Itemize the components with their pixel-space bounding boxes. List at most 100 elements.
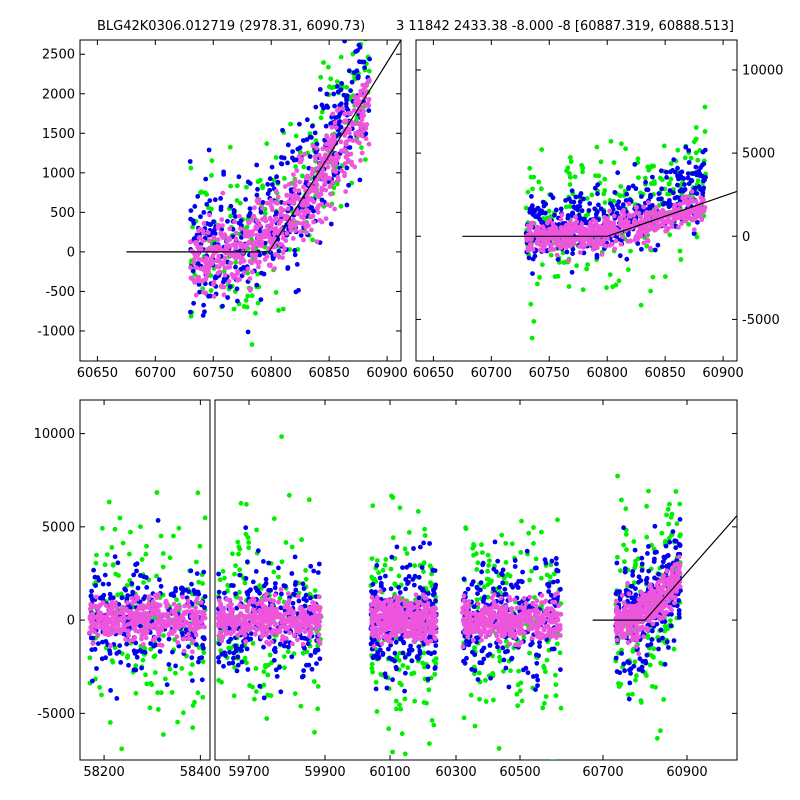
data-point-magenta (282, 619, 288, 625)
data-point-blue (367, 56, 372, 62)
data-point-green (625, 267, 631, 272)
data-point-magenta (221, 292, 227, 298)
data-point-magenta (224, 597, 230, 602)
data-point-magenta (156, 629, 161, 635)
data-point-blue (95, 575, 101, 580)
data-point-magenta (342, 111, 347, 117)
data-point-magenta (259, 619, 265, 624)
chart-title-left: BLG42K0306.012719 (2978.31, 6090.73) (97, 19, 365, 34)
data-point-magenta (222, 622, 228, 627)
data-point-blue (530, 271, 535, 276)
data-point-magenta (166, 631, 172, 637)
data-point-green (281, 654, 287, 659)
data-point-magenta (222, 272, 228, 278)
data-point-blue (272, 585, 278, 591)
data-point-magenta (206, 266, 212, 271)
data-point-magenta (129, 596, 135, 601)
y-tick-label: 1000 (42, 166, 75, 181)
data-point-blue (285, 265, 291, 270)
data-point-green (374, 709, 380, 714)
data-point-magenta (291, 201, 297, 207)
data-point-green (594, 144, 600, 150)
data-point-magenta (113, 626, 118, 632)
data-point-green (310, 237, 315, 243)
data-point-blue (349, 79, 355, 85)
data-point-blue (369, 589, 374, 594)
data-point-green (202, 190, 208, 196)
data-point-blue (107, 591, 113, 597)
data-point-magenta (295, 637, 300, 643)
data-point-blue (247, 181, 253, 186)
data-point-magenta (159, 643, 165, 648)
data-point-green (528, 174, 534, 180)
data-point-blue (647, 204, 653, 209)
data-point-green (548, 252, 554, 258)
data-point-green (540, 262, 545, 267)
data-point-green (651, 179, 657, 184)
data-point-magenta (227, 235, 232, 241)
data-point-magenta (332, 137, 338, 143)
data-point-magenta (233, 236, 239, 242)
data-point-magenta (297, 179, 303, 185)
data-point-magenta (295, 593, 301, 599)
data-point-blue (392, 650, 398, 656)
data-point-magenta (286, 598, 292, 604)
data-point-blue (346, 182, 351, 188)
data-point-magenta (343, 154, 349, 160)
data-point-blue (529, 194, 534, 199)
data-point-blue (195, 261, 201, 266)
data-point-blue (675, 182, 680, 188)
data-point-green (253, 689, 259, 694)
data-point-blue (357, 45, 363, 50)
data-point-blue (134, 568, 139, 574)
series-magenta (87, 592, 208, 655)
data-point-blue (198, 214, 203, 220)
data-point-green (148, 646, 154, 652)
data-point-magenta (188, 265, 194, 271)
data-point-blue (289, 654, 295, 660)
data-point-blue (271, 657, 277, 663)
data-point-magenta (589, 239, 595, 245)
data-point-magenta (146, 612, 152, 618)
data-point-green (628, 248, 633, 254)
data-point-blue (623, 198, 629, 203)
data-point-blue (216, 589, 222, 595)
plot-area (462, 104, 737, 341)
data-point-magenta (343, 161, 348, 166)
data-point-magenta (235, 632, 241, 638)
data-point-magenta (579, 221, 585, 227)
data-point-magenta (312, 180, 318, 186)
data-point-magenta (301, 184, 306, 190)
data-point-magenta (687, 200, 692, 205)
data-point-blue (624, 191, 630, 197)
data-point-magenta (323, 216, 329, 222)
data-point-magenta (121, 625, 127, 631)
data-point-blue (639, 194, 644, 199)
data-point-magenta (420, 592, 426, 598)
data-point-magenta (280, 250, 286, 256)
data-point-magenta (577, 225, 583, 231)
data-point-blue (400, 650, 406, 656)
data-point-magenta (249, 233, 254, 239)
data-point-green (264, 141, 270, 147)
data-point-blue (595, 182, 601, 188)
data-point-green (285, 649, 291, 655)
data-point-green (110, 659, 116, 665)
data-point-blue (221, 169, 227, 175)
data-point-green (175, 719, 181, 725)
data-point-blue (296, 598, 302, 604)
data-point-magenta (353, 101, 359, 107)
data-point-green (363, 157, 368, 163)
data-point-blue (91, 567, 96, 573)
data-point-magenta (202, 615, 208, 621)
data-point-green (138, 524, 143, 530)
data-point-blue (133, 667, 139, 673)
data-point-magenta (330, 168, 336, 173)
data-point-green (237, 590, 242, 595)
data-point-magenta (290, 217, 296, 223)
data-point-blue (645, 187, 651, 193)
data-point-blue (564, 249, 570, 255)
data-point-blue (540, 199, 546, 205)
data-point-magenta (549, 235, 554, 241)
data-point-blue (686, 148, 692, 153)
